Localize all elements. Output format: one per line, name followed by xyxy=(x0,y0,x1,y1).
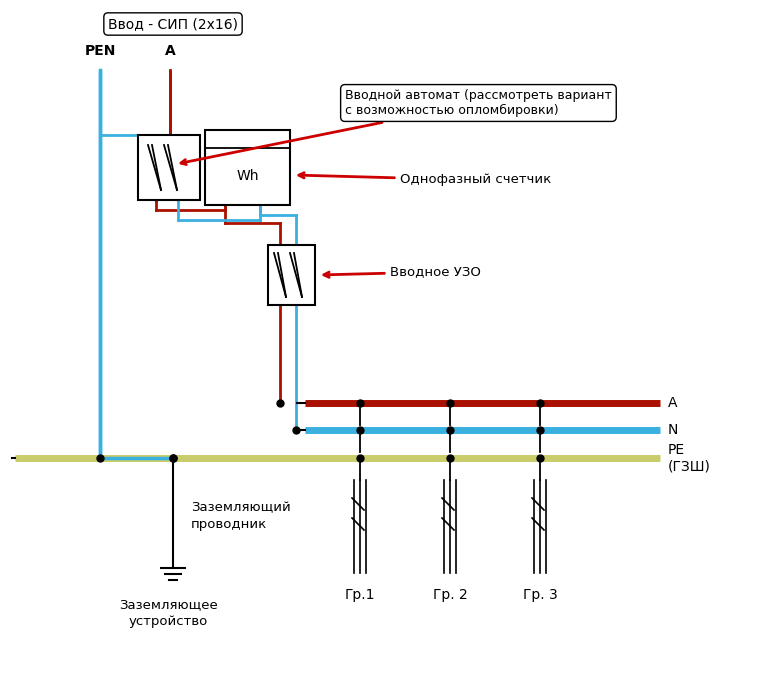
Text: N: N xyxy=(668,423,679,437)
Text: Заземляющий
проводник: Заземляющий проводник xyxy=(191,501,291,531)
Text: Ввод - СИП (2x16): Ввод - СИП (2x16) xyxy=(108,17,238,31)
Text: Вводной автомат (рассмотреть вариант
с возможностью опломбировки): Вводной автомат (рассмотреть вариант с в… xyxy=(181,89,612,164)
Text: Однофазный счетчик: Однофазный счетчик xyxy=(299,173,551,187)
Text: A: A xyxy=(165,44,176,58)
Bar xyxy=(138,135,200,200)
Text: Вводное УЗО: Вводное УЗО xyxy=(324,266,481,278)
Bar xyxy=(205,130,290,205)
Text: Гр. 2: Гр. 2 xyxy=(432,588,467,602)
Text: Гр. 3: Гр. 3 xyxy=(523,588,557,602)
Text: A: A xyxy=(668,396,677,410)
Text: PE
(ГЗШ): PE (ГЗШ) xyxy=(668,443,711,473)
Text: PEN: PEN xyxy=(84,44,116,58)
Text: Гр.1: Гр.1 xyxy=(345,588,375,602)
Bar xyxy=(268,245,315,305)
Text: Wh: Wh xyxy=(236,169,258,183)
Text: Заземляющее
устройство: Заземляющее устройство xyxy=(119,598,217,628)
